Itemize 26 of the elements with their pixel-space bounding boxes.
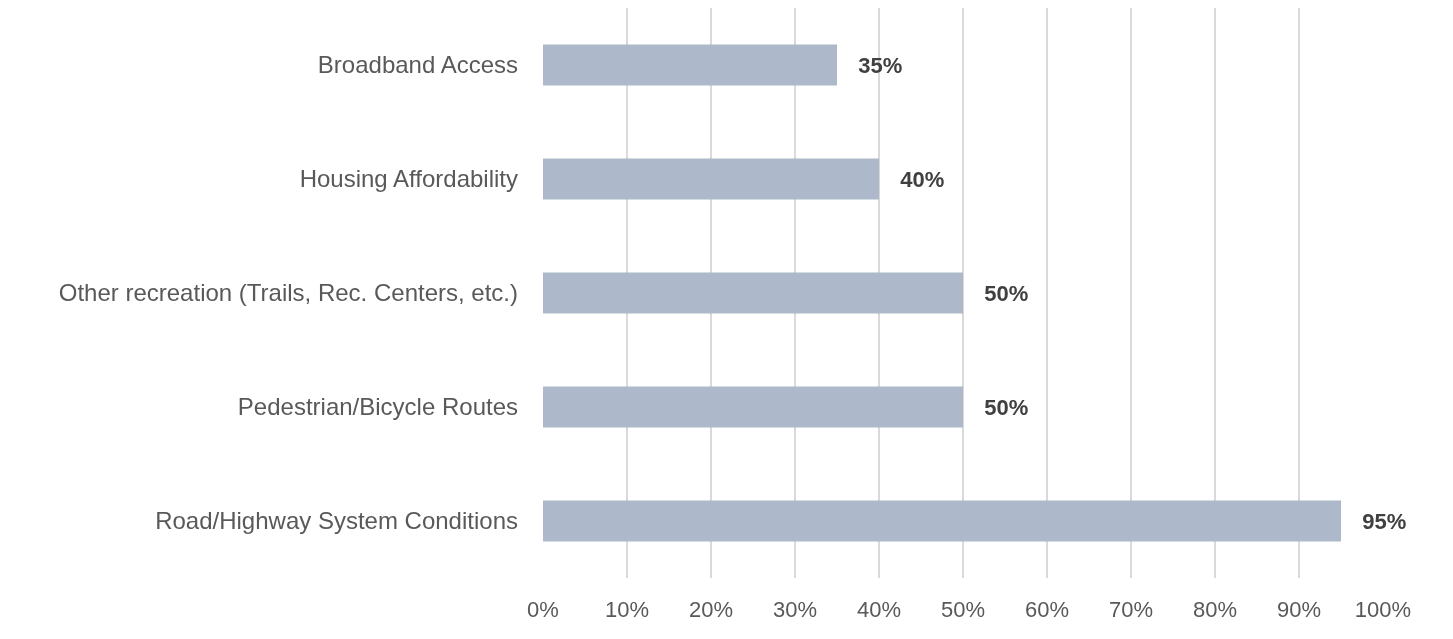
y-tick-label: Pedestrian/Bicycle Routes	[237, 393, 518, 421]
x-tick-label: 20%	[688, 597, 734, 622]
bar	[543, 386, 963, 428]
data-label: 50%	[984, 280, 1029, 306]
x-tick-label: 10%	[604, 597, 650, 622]
data-label: 35%	[858, 52, 903, 78]
y-tick-label: Road/Highway System Conditions	[155, 507, 518, 535]
x-tick-label: 60%	[1024, 597, 1070, 622]
bar	[543, 500, 1341, 542]
bar	[543, 44, 837, 86]
x-tick-label: 80%	[1192, 597, 1238, 622]
x-tick-label: 100%	[1354, 597, 1412, 622]
y-tick-label: Broadband Access	[317, 51, 518, 79]
y-tick-label: Other recreation (Trails, Rec. Centers, etc.)	[58, 279, 518, 307]
x-tick-label: 70%	[1108, 597, 1154, 622]
data-label: 50%	[984, 394, 1029, 420]
bar	[543, 158, 879, 200]
x-tick-label: 50%	[940, 597, 986, 622]
bar	[543, 272, 963, 314]
data-label: 40%	[900, 166, 945, 192]
x-tick-label: 90%	[1276, 597, 1322, 622]
x-tick-label: 0%	[527, 597, 559, 622]
y-tick-label: Housing Affordability	[299, 165, 518, 193]
x-tick-label: 30%	[772, 597, 818, 622]
x-tick-label: 40%	[856, 597, 902, 622]
data-label: 95%	[1362, 508, 1407, 534]
